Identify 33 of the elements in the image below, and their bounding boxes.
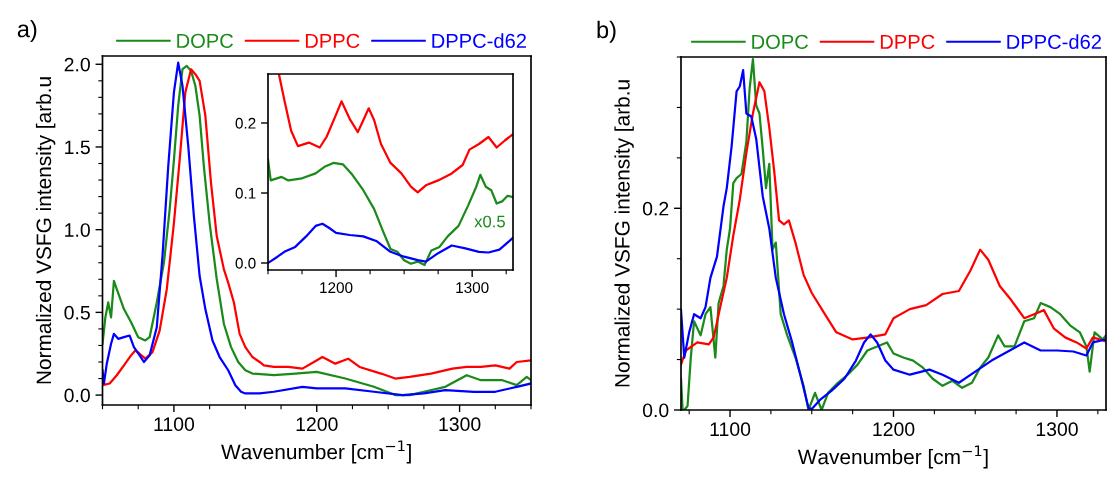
text: b) xyxy=(597,20,616,43)
y-axis-title: Normalized VSFG intensity [arb.u xyxy=(614,80,634,387)
y-tick-label: 0.0 xyxy=(64,388,90,403)
x-tick-label: 1300 xyxy=(439,417,481,432)
y-tick-label: 0.2 xyxy=(235,117,256,129)
y-tick-label: 1.0 xyxy=(65,223,90,237)
y-tick-label: 0.0 xyxy=(642,403,669,418)
legend-label: DPPC xyxy=(305,33,360,48)
y-tick-label: 2.0 xyxy=(64,57,90,72)
x-axis-title: Wavenumber [cm$^{−1}$] xyxy=(797,445,988,469)
x-tick-label: 1100 xyxy=(154,417,195,432)
x-tick-label: 1100 xyxy=(710,422,751,437)
y-tick-label: 1.5 xyxy=(65,140,90,155)
y-axis-title: Normalized VSFG intensity [arb.u xyxy=(35,77,56,384)
legend-label: DPPC-d62 xyxy=(1007,34,1101,49)
legend-label: DPPC xyxy=(880,34,935,49)
x-tick-label: 1200 xyxy=(873,422,915,437)
x-tick-label: 1200 xyxy=(320,282,353,294)
y-tick-label: 0.1 xyxy=(235,187,256,199)
legend-label: DPPC-d62 xyxy=(432,33,526,48)
x-tick-label: 1200 xyxy=(296,417,338,432)
text: a) xyxy=(17,20,37,43)
legend-label: DOPC xyxy=(752,34,809,49)
legend-label: DOPC xyxy=(177,33,234,48)
x-axis-title: Wavenumber [cm$^{−1}$] xyxy=(221,440,411,464)
line-series xyxy=(277,74,513,194)
y-tick-label: 0.0 xyxy=(235,257,256,269)
line-series xyxy=(681,81,1106,366)
annotation: x0.5 xyxy=(474,215,505,228)
x-tick-label: 1300 xyxy=(1036,422,1078,437)
y-tick-label: 0.5 xyxy=(64,305,90,320)
y-tick-label: 0.2 xyxy=(642,201,669,216)
x-tick-label: 1300 xyxy=(456,282,489,294)
